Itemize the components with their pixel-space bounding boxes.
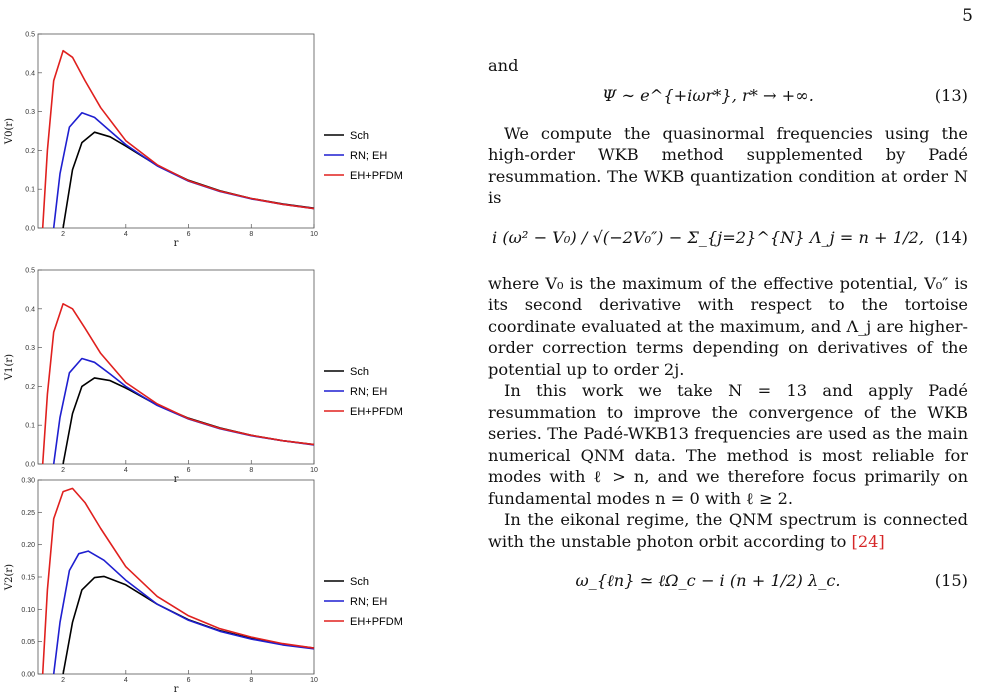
x-tick-label: 8: [249, 677, 253, 684]
potential-plot-v1: 2 4 6 8 10 0.0 0.1 0.2 0.3 0.4 0.5 r V1(r) Sch RN; EH E…: [4, 268, 403, 483]
y-axis-label: V0(r): [4, 118, 15, 145]
figure-panel-v0: 2 4 6 8 10 0.0 0.1 0.2 0.3 0.4 0.5 r V0(r) Sch RN; EH E…: [0, 30, 430, 247]
x-tick-label: 10: [310, 467, 318, 474]
citation-link[interactable]: [24]: [851, 531, 885, 551]
page-number: 5: [962, 6, 973, 26]
x-tick-label: 8: [249, 231, 253, 238]
legend-label: RN; EH: [350, 150, 387, 162]
figure-panel-v1: 2 4 6 8 10 0.0 0.1 0.2 0.3 0.4 0.5 r V1(r) Sch RN; EH E…: [0, 266, 430, 483]
y-tick-label: 0.05: [21, 639, 35, 646]
x-tick-label: 10: [310, 231, 318, 238]
plot-frame: [37, 33, 315, 229]
x-axis-label: r: [174, 684, 179, 692]
paragraph-eikonal-text: In the eikonal regime, the QNM spectrum …: [488, 510, 968, 551]
series-line-sch: [62, 377, 315, 465]
paragraph-definitions: where V₀ is the maximum of the effective…: [488, 273, 968, 379]
legend-label: EH+PFDM: [350, 406, 403, 418]
equation-13: Ψ ∼ e^{+iωr*}, r* → +∞. (13): [488, 77, 968, 123]
series-line-rn-eh: [52, 112, 315, 229]
series-line-sch: [62, 575, 315, 675]
x-tick-label: 6: [187, 231, 191, 238]
x-tick-label: 4: [124, 467, 128, 474]
legend-label: RN; EH: [350, 596, 387, 608]
paragraph-wkb: We compute the quasinormal frequencies u…: [488, 123, 968, 208]
y-tick-label: 0.3: [25, 109, 35, 116]
equation-14-body: i (ω² − V₀) / √(−2V₀″) − Σ_{j=2}^{N} Λ_j…: [492, 227, 924, 247]
series-line-eh-pfdm: [41, 302, 315, 465]
y-tick-label: 0.0: [25, 226, 35, 233]
legend-label: Sch: [350, 130, 369, 142]
y-tick-label: 0.4: [25, 70, 35, 77]
legend-label: Sch: [350, 366, 369, 378]
potential-plot-v2: 2 4 6 8 10 0.00 0.05 0.10 0.15 0.20 0.25 0.30 r V2(r)…: [4, 478, 403, 693]
paragraph-and: and: [488, 56, 519, 75]
x-tick-label: 10: [310, 677, 318, 684]
x-tick-label: 6: [187, 467, 191, 474]
equation-15: ω_{ℓn} ≃ ℓΩ_c − i (n + 1/2) λ_c. (15): [488, 552, 968, 616]
x-tick-label: 8: [249, 467, 253, 474]
y-tick-label: 0.5: [25, 268, 35, 275]
legend-label: EH+PFDM: [350, 170, 403, 182]
y-tick-label: 0.15: [21, 575, 35, 582]
series-line-rn-eh: [52, 550, 315, 675]
equation-15-number: (15): [934, 571, 968, 590]
equation-14: i (ω² − V₀) / √(−2V₀″) − Σ_{j=2}^{N} Λ_j…: [488, 209, 968, 273]
series-line-eh-pfdm: [41, 487, 315, 675]
y-axis-label: V2(r): [4, 564, 15, 591]
legend-label: EH+PFDM: [350, 616, 403, 628]
y-tick-label: 0.2: [25, 384, 35, 391]
y-tick-label: 0.1: [25, 423, 35, 430]
equation-14-number: (14): [934, 227, 968, 247]
y-tick-label: 0.00: [21, 672, 35, 679]
equation-15-body: ω_{ℓn} ≃ ℓΩ_c − i (n + 1/2) λ_c.: [575, 571, 841, 590]
series-line-rn-eh: [52, 357, 315, 465]
x-tick-label: 2: [61, 467, 65, 474]
y-tick-label: 0.20: [21, 542, 35, 549]
y-tick-label: 0.5: [25, 32, 35, 39]
y-tick-label: 0.4: [25, 306, 35, 313]
paragraph-pade: In this work we take N = 13 and apply Pa…: [488, 381, 968, 508]
x-tick-label: 6: [187, 677, 191, 684]
equation-13-body: Ψ ∼ e^{+iωr*}, r* → +∞.: [602, 85, 814, 105]
y-tick-label: 0.1: [25, 187, 35, 194]
x-axis-label: r: [174, 474, 179, 482]
y-tick-label: 0.3: [25, 345, 35, 352]
paragraph-eikonal: In the eikonal regime, the QNM spectrum …: [488, 509, 968, 552]
figure-panel-v2: 2 4 6 8 10 0.00 0.05 0.10 0.15 0.20 0.25 0.30 r V2(r)…: [0, 476, 430, 693]
equation-13-number: (13): [934, 85, 968, 105]
x-tick-label: 4: [124, 677, 128, 684]
y-tick-label: 0.0: [25, 462, 35, 469]
legend-label: Sch: [350, 576, 369, 588]
y-tick-label: 0.25: [21, 510, 35, 517]
y-tick-label: 0.30: [21, 478, 35, 485]
y-tick-label: 0.10: [21, 607, 35, 614]
legend-label: RN; EH: [350, 386, 387, 398]
plot-frame: [37, 269, 315, 465]
x-tick-label: 2: [61, 677, 65, 684]
series-line-eh-pfdm: [41, 49, 315, 229]
x-tick-label: 2: [61, 231, 65, 238]
x-tick-label: 4: [124, 231, 128, 238]
figure-column: 2 4 6 8 10 0.0 0.1 0.2 0.3 0.4 0.5 r V0(r) Sch RN; EH E…: [0, 30, 430, 693]
y-axis-label: V1(r): [4, 354, 15, 381]
potential-plot-v0: 2 4 6 8 10 0.0 0.1 0.2 0.3 0.4 0.5 r V0(r) Sch RN; EH E…: [4, 32, 403, 247]
plot-frame: [37, 479, 315, 675]
text-column: and Ψ ∼ e^{+iωr*}, r* → +∞. (13) We comp…: [488, 55, 968, 616]
y-tick-label: 0.2: [25, 148, 35, 155]
x-axis-label: r: [174, 238, 179, 246]
